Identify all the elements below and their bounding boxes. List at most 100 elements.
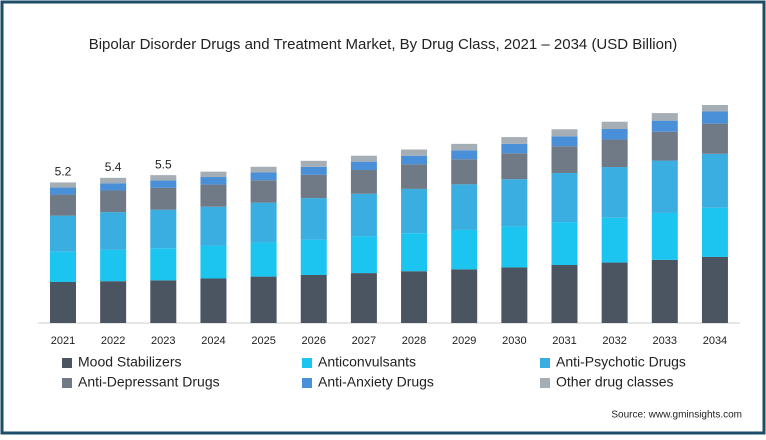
bar-segment xyxy=(150,209,177,249)
legend-label: Mood Stabilizers xyxy=(78,354,182,370)
bar-segment xyxy=(601,262,628,323)
bar-segment xyxy=(451,150,478,160)
bar-segment xyxy=(250,172,277,181)
legend-swatch xyxy=(540,378,550,388)
bar-segment xyxy=(200,184,227,207)
x-tick-label: 2028 xyxy=(402,335,426,347)
bar-segment xyxy=(200,245,227,279)
bar-segment xyxy=(100,177,127,184)
legend-label: Anticonvulsants xyxy=(318,354,416,370)
bar-segment xyxy=(401,155,428,165)
legend-swatch xyxy=(302,358,312,368)
bar-segment xyxy=(401,233,428,272)
bar-segment xyxy=(601,217,628,263)
bar-segment xyxy=(551,172,578,223)
legend-swatch xyxy=(302,378,312,388)
bar-segment xyxy=(100,249,127,282)
x-tick-label: 2031 xyxy=(552,335,576,347)
x-tick-label: 2033 xyxy=(653,335,677,347)
bar-segment xyxy=(701,256,728,323)
bar-segment xyxy=(150,180,177,188)
x-tick-label: 2027 xyxy=(352,335,376,347)
bar-segment xyxy=(50,251,76,282)
bar-segment xyxy=(501,226,528,268)
bar-segment xyxy=(451,229,478,270)
bar-segment xyxy=(50,194,76,216)
total-label: 5.2 xyxy=(55,165,72,179)
bar-segment xyxy=(501,153,528,180)
bar-segment xyxy=(551,129,578,137)
x-tick-label: 2022 xyxy=(101,335,125,347)
bar-segment xyxy=(100,212,127,250)
legend-swatch xyxy=(62,378,72,388)
bar-segment xyxy=(250,180,277,203)
bar-segment xyxy=(601,139,628,168)
total-label: 5.5 xyxy=(155,157,172,171)
legend-label: Anti-Depressant Drugs xyxy=(78,374,220,390)
bar-segment xyxy=(551,146,578,173)
x-tick-label: 2023 xyxy=(151,335,175,347)
bar-segment xyxy=(501,137,528,144)
bar-segment xyxy=(150,175,177,181)
bar-segment xyxy=(200,206,227,246)
bar-segment xyxy=(250,276,277,323)
bar-segment xyxy=(651,131,678,161)
legend-swatch xyxy=(540,358,550,368)
legend-label: Anti-Anxiety Drugs xyxy=(318,374,434,390)
bar-segment xyxy=(501,267,528,323)
bar-segment xyxy=(50,281,76,323)
bar-segment xyxy=(501,143,528,154)
bar-segment xyxy=(701,105,728,112)
bar-segment xyxy=(350,155,377,162)
bar-segment xyxy=(350,193,377,237)
bar-segment xyxy=(300,198,327,240)
bar-segment xyxy=(701,207,728,257)
bar-segment xyxy=(551,222,578,265)
bar-segment xyxy=(451,159,478,185)
bar-segment xyxy=(651,160,678,213)
bar-segment xyxy=(200,177,227,185)
bar-segment xyxy=(451,184,478,230)
bar-segment xyxy=(451,143,478,151)
bar-segment xyxy=(401,164,428,189)
x-tick-label: 2030 xyxy=(502,335,526,347)
bar-segment xyxy=(651,259,678,323)
bar-segment xyxy=(250,242,277,277)
bar-segment xyxy=(451,269,478,323)
bar-segment xyxy=(250,166,277,173)
x-tick-label: 2024 xyxy=(201,335,225,347)
x-tick-label: 2034 xyxy=(703,335,727,347)
bar-segment xyxy=(501,179,528,227)
bar-segment xyxy=(350,236,377,274)
bar-segment xyxy=(200,171,227,178)
bar-segment xyxy=(401,188,428,234)
bar-segment xyxy=(100,190,127,213)
bar-segment xyxy=(350,170,377,194)
bar-segment xyxy=(300,174,327,199)
legend-label: Other drug classes xyxy=(556,374,674,390)
x-tick-label: 2032 xyxy=(602,335,626,347)
bar-segment xyxy=(150,248,177,281)
bar-segment xyxy=(701,123,728,154)
bar-segment xyxy=(300,274,327,323)
bar-segment xyxy=(300,239,327,275)
bar-segment xyxy=(150,280,177,323)
x-tick-label: 2029 xyxy=(452,335,476,347)
bar-segment xyxy=(551,136,578,147)
bar-segment xyxy=(601,167,628,218)
bar-segment xyxy=(100,183,127,191)
bar-segment xyxy=(300,160,327,167)
legend-label: Anti-Psychotic Drugs xyxy=(556,354,686,370)
bar-segment xyxy=(651,212,678,260)
bar-segment xyxy=(200,278,227,323)
x-tick-label: 2026 xyxy=(302,335,326,347)
bar-segment xyxy=(601,121,628,130)
bar-segment xyxy=(651,113,678,121)
total-label: 5.4 xyxy=(105,160,122,174)
bar-segment xyxy=(701,111,728,124)
x-tick-label: 2025 xyxy=(251,335,275,347)
chart-title: Bipolar Disorder Drugs and Treatment Mar… xyxy=(89,36,678,53)
x-tick-label: 2021 xyxy=(51,335,75,347)
